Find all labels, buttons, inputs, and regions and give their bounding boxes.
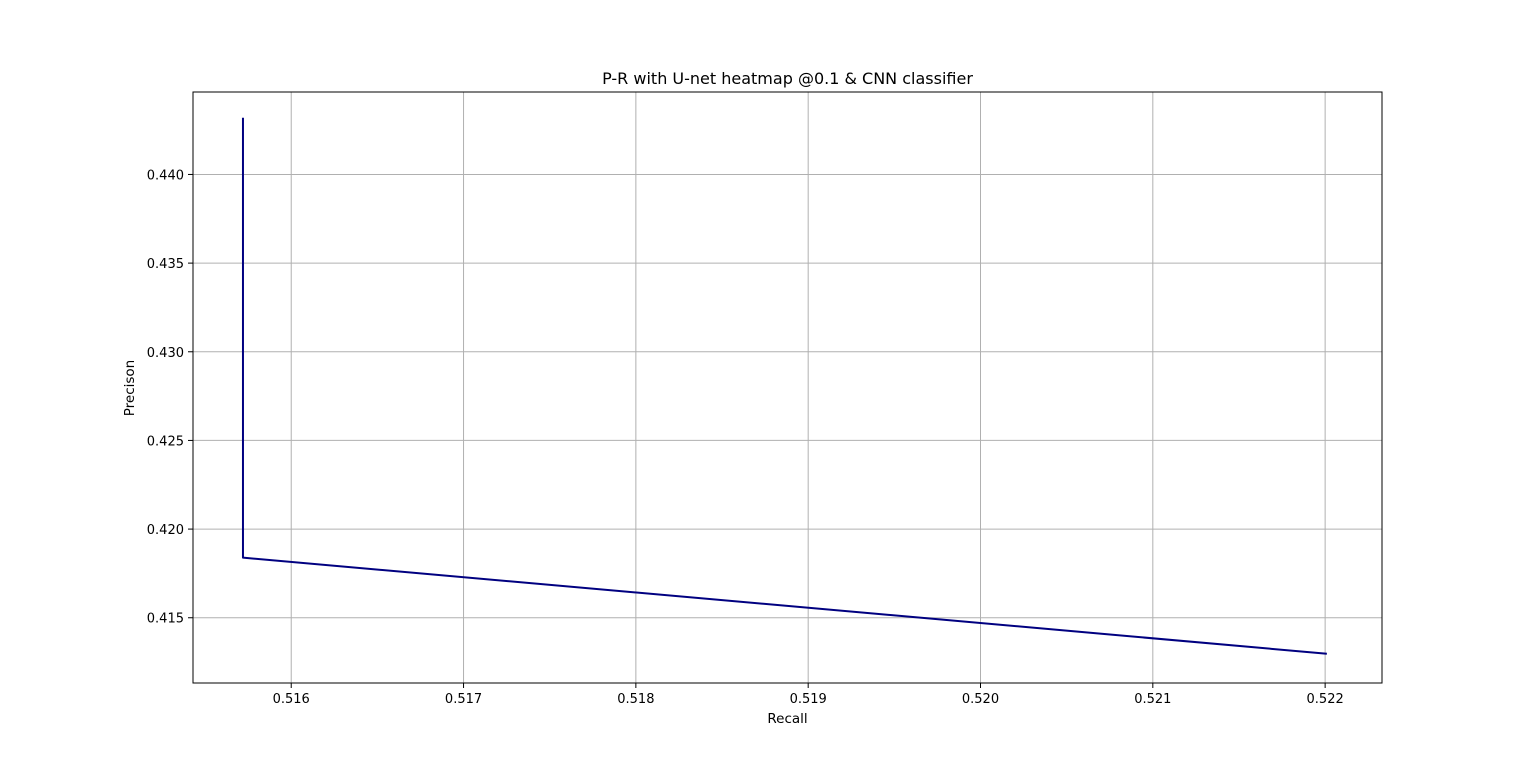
plot-frame	[192, 91, 1383, 684]
x-tick-label: 0.516	[273, 692, 310, 707]
y-tick-label: 0.435	[147, 257, 184, 272]
grid-lines	[193, 92, 1382, 683]
series-line	[241, 117, 1327, 655]
x-tick-label: 0.521	[1134, 692, 1171, 707]
x-axis-label: Recall	[767, 711, 807, 727]
y-tick-label: 0.440	[147, 168, 184, 183]
x-tick-label: 0.518	[617, 692, 654, 707]
y-tick-label: 0.430	[147, 346, 184, 361]
y-tick-label: 0.415	[147, 612, 184, 627]
y-tick-label: 0.420	[147, 523, 184, 538]
chart-title: P-R with U-net heatmap @0.1 & CNN classi…	[602, 69, 973, 88]
x-tick-label: 0.517	[445, 692, 482, 707]
series-layer	[241, 117, 1327, 655]
x-tick-label: 0.522	[1307, 692, 1344, 707]
ticks: 0.516 0.517 0.518 0.519 0.520 0.521 0.522 0.415…	[147, 168, 1344, 707]
y-axis-label: Precison	[122, 360, 138, 417]
y-tick-label: 0.425	[147, 434, 184, 449]
x-tick-label: 0.519	[790, 692, 827, 707]
x-tick-label: 0.520	[962, 692, 999, 707]
